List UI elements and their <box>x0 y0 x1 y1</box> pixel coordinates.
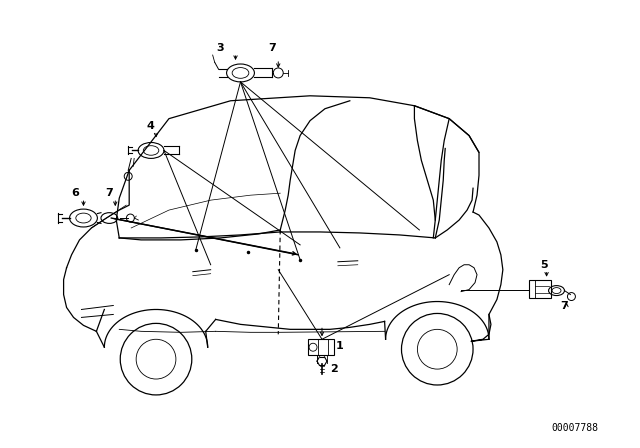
Text: 7: 7 <box>106 188 113 198</box>
Text: 00007788: 00007788 <box>551 423 598 433</box>
Text: 5: 5 <box>541 260 548 270</box>
Text: 1: 1 <box>336 341 344 351</box>
Text: 4: 4 <box>146 121 154 131</box>
Text: 6: 6 <box>72 188 79 198</box>
Text: 7: 7 <box>268 43 276 53</box>
Bar <box>529 280 550 297</box>
Text: 2: 2 <box>330 364 338 374</box>
Bar <box>308 339 334 355</box>
Text: 3: 3 <box>217 43 224 53</box>
Text: 7: 7 <box>561 302 568 311</box>
